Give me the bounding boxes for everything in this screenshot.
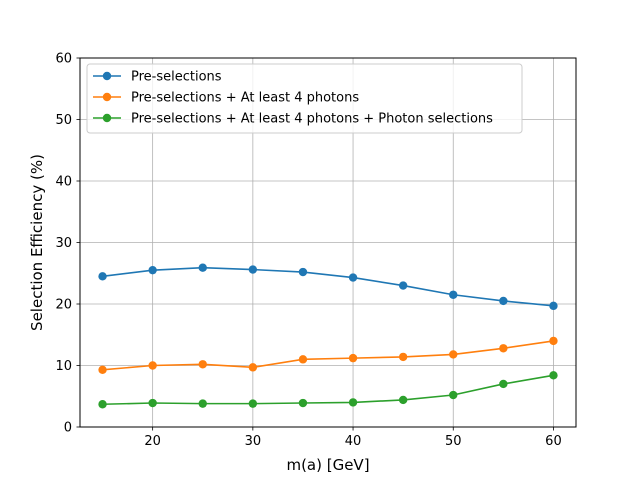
legend-label: Pre-selections + At least 4 photons + Ph… xyxy=(131,112,493,127)
legend-swatch-marker xyxy=(102,92,112,102)
data-point-series-1 xyxy=(198,263,207,272)
data-point-series-2 xyxy=(248,363,258,372)
y-tick-label: 10 xyxy=(55,359,72,374)
y-axis-title: Selection Efficiency (%) xyxy=(28,154,46,331)
data-point-series-2 xyxy=(398,352,408,362)
data-point-series-3 xyxy=(248,399,258,408)
x-tick-label: 20 xyxy=(144,434,161,449)
data-point-series-2 xyxy=(348,353,358,363)
data-point-series-1 xyxy=(549,301,558,311)
data-point-series-1 xyxy=(298,267,308,277)
legend-box xyxy=(86,63,523,134)
data-point-series-3 xyxy=(148,398,157,408)
data-point-series-1 xyxy=(449,290,458,299)
x-axis-title: m(a) [GeV] xyxy=(286,456,369,474)
legend-swatch-marker xyxy=(102,71,112,81)
y-tick-label: 0 xyxy=(64,421,72,436)
series-line-2 xyxy=(102,340,554,371)
data-point-series-3 xyxy=(499,379,508,389)
data-point-series-2 xyxy=(98,365,107,375)
y-tick-label: 20 xyxy=(55,298,72,313)
data-point-series-2 xyxy=(148,361,157,370)
data-point-series-3 xyxy=(348,398,358,407)
legend-swatch-marker xyxy=(102,113,112,123)
data-point-series-3 xyxy=(449,390,458,400)
y-tick-label: 60 xyxy=(55,52,72,67)
data-point-series-1 xyxy=(98,272,107,281)
data-point-series-2 xyxy=(449,350,458,359)
y-tick-label: 40 xyxy=(55,175,72,190)
x-tick-label: 60 xyxy=(545,434,562,449)
data-point-series-3 xyxy=(198,399,207,408)
x-tick-label: 50 xyxy=(445,434,462,449)
series-lines xyxy=(98,263,558,409)
data-point-series-1 xyxy=(248,265,258,274)
data-point-series-1 xyxy=(499,296,508,306)
data-point-series-1 xyxy=(148,265,157,275)
data-point-series-3 xyxy=(98,400,107,409)
y-tick-label: 50 xyxy=(55,113,72,128)
series-line-3 xyxy=(102,374,554,406)
series-line-1 xyxy=(102,266,554,307)
x-tick-label: 30 xyxy=(245,434,262,449)
legend-label: Pre-selections + At least 4 photons xyxy=(131,91,359,106)
legend: Pre-selections Pre-selections + At least … xyxy=(86,63,523,134)
y-tick-label: 30 xyxy=(55,236,72,251)
data-point-series-2 xyxy=(298,355,308,364)
x-tick-label: 40 xyxy=(345,434,362,449)
data-point-series-3 xyxy=(549,371,558,380)
data-point-series-2 xyxy=(549,336,558,346)
data-point-series-3 xyxy=(398,395,408,405)
data-point-series-3 xyxy=(298,398,308,408)
data-point-series-1 xyxy=(348,273,358,282)
data-point-series-2 xyxy=(499,344,508,353)
data-point-series-1 xyxy=(398,281,408,290)
legend-label: Pre-selections xyxy=(131,70,222,85)
data-point-series-2 xyxy=(198,360,207,369)
axis-ticks: 20 30 40 50 60 0 10 20 30 40 50 60 xyxy=(55,52,561,450)
